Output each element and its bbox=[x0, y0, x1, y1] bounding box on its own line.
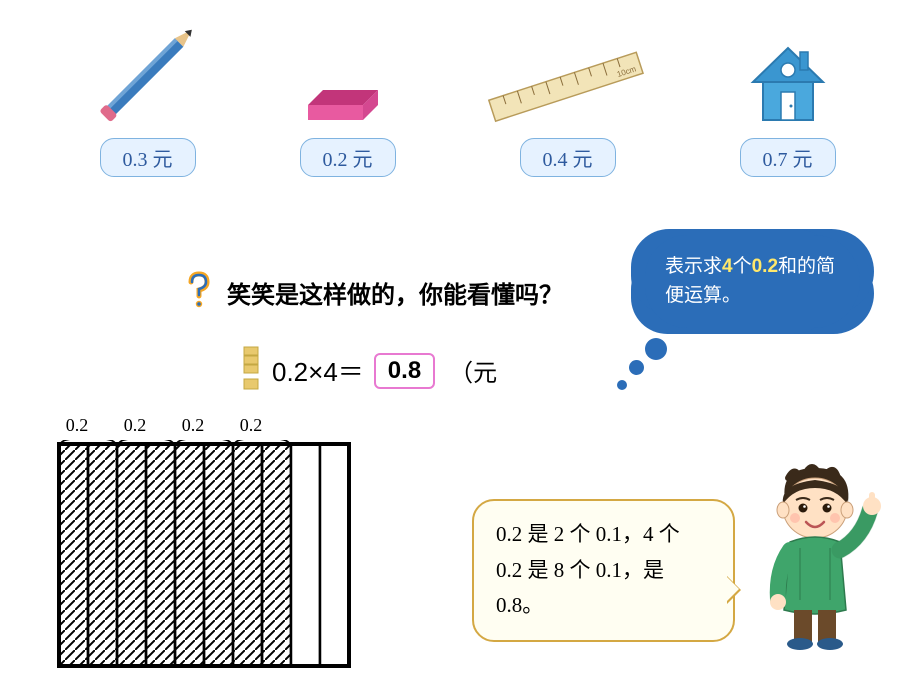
cloud-hl1: 4 bbox=[722, 256, 733, 277]
item-pencil: 0.3 元 bbox=[83, 20, 213, 177]
eraser-icon bbox=[298, 20, 398, 130]
items-row: 0.3 元 0.2 元 bbox=[0, 0, 920, 187]
thought-cloud: 表示求4个0.2和的简便运算。 bbox=[645, 235, 860, 328]
boy-character-icon bbox=[740, 460, 890, 655]
price-pencil: 0.3 元 bbox=[100, 138, 196, 177]
question-row: 笑笑是这样做的，你能看懂吗？ bbox=[185, 270, 563, 315]
price-eraser: 0.2 元 bbox=[300, 138, 396, 177]
cloud-text: 表示求4个0.2和的简便运算。 bbox=[645, 235, 860, 328]
grid-label-2: 0.2 bbox=[171, 415, 215, 436]
price-ruler: 0.4 元 bbox=[520, 138, 616, 177]
question-mark-icon bbox=[185, 270, 213, 315]
grid-label-1: 0.2 bbox=[113, 415, 157, 436]
exclamation-icon bbox=[240, 345, 262, 396]
item-ruler: 10cm 0.4 元 bbox=[483, 20, 653, 177]
cloud-mid1: 个 bbox=[733, 256, 752, 277]
grid-svg bbox=[55, 440, 365, 675]
equation-lhs: 0.2×4＝ bbox=[272, 352, 364, 389]
item-house: 0.7 元 bbox=[738, 20, 838, 177]
speech-bubble: 0.2 是 2 个 0.1，4 个 0.2 是 8 个 0.1，是 0.8。 bbox=[472, 499, 735, 642]
grid-label-0: 0.2 bbox=[55, 415, 99, 436]
equation-unit: （元 bbox=[449, 353, 497, 388]
cloud-hl2: 0.2 bbox=[752, 256, 778, 277]
grid-diagram: 0.2 0.2 0.2 0.2 bbox=[55, 415, 365, 680]
equation-answer: 0.8 bbox=[374, 353, 435, 389]
question-text: 笑笑是这样做的，你能看懂吗？ bbox=[227, 275, 563, 310]
ruler-icon: 10cm bbox=[483, 20, 653, 130]
grid-labels: 0.2 0.2 0.2 0.2 bbox=[55, 415, 365, 436]
speech-text: 0.2 是 2 个 0.1，4 个 0.2 是 8 个 0.1，是 0.8。 bbox=[496, 522, 680, 617]
house-icon bbox=[738, 20, 838, 130]
item-eraser: 0.2 元 bbox=[298, 20, 398, 177]
equation-row: 0.2×4＝ 0.8 （元 bbox=[240, 345, 497, 396]
grid-label-3: 0.2 bbox=[229, 415, 273, 436]
price-house: 0.7 元 bbox=[740, 138, 836, 177]
cloud-prefix: 表示求 bbox=[665, 256, 722, 277]
pencil-icon bbox=[83, 20, 213, 130]
